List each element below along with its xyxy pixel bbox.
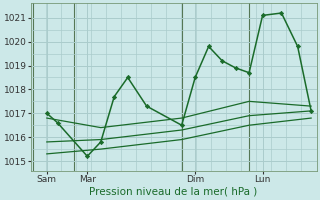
X-axis label: Pression niveau de la mer( hPa ): Pression niveau de la mer( hPa ) bbox=[90, 187, 258, 197]
